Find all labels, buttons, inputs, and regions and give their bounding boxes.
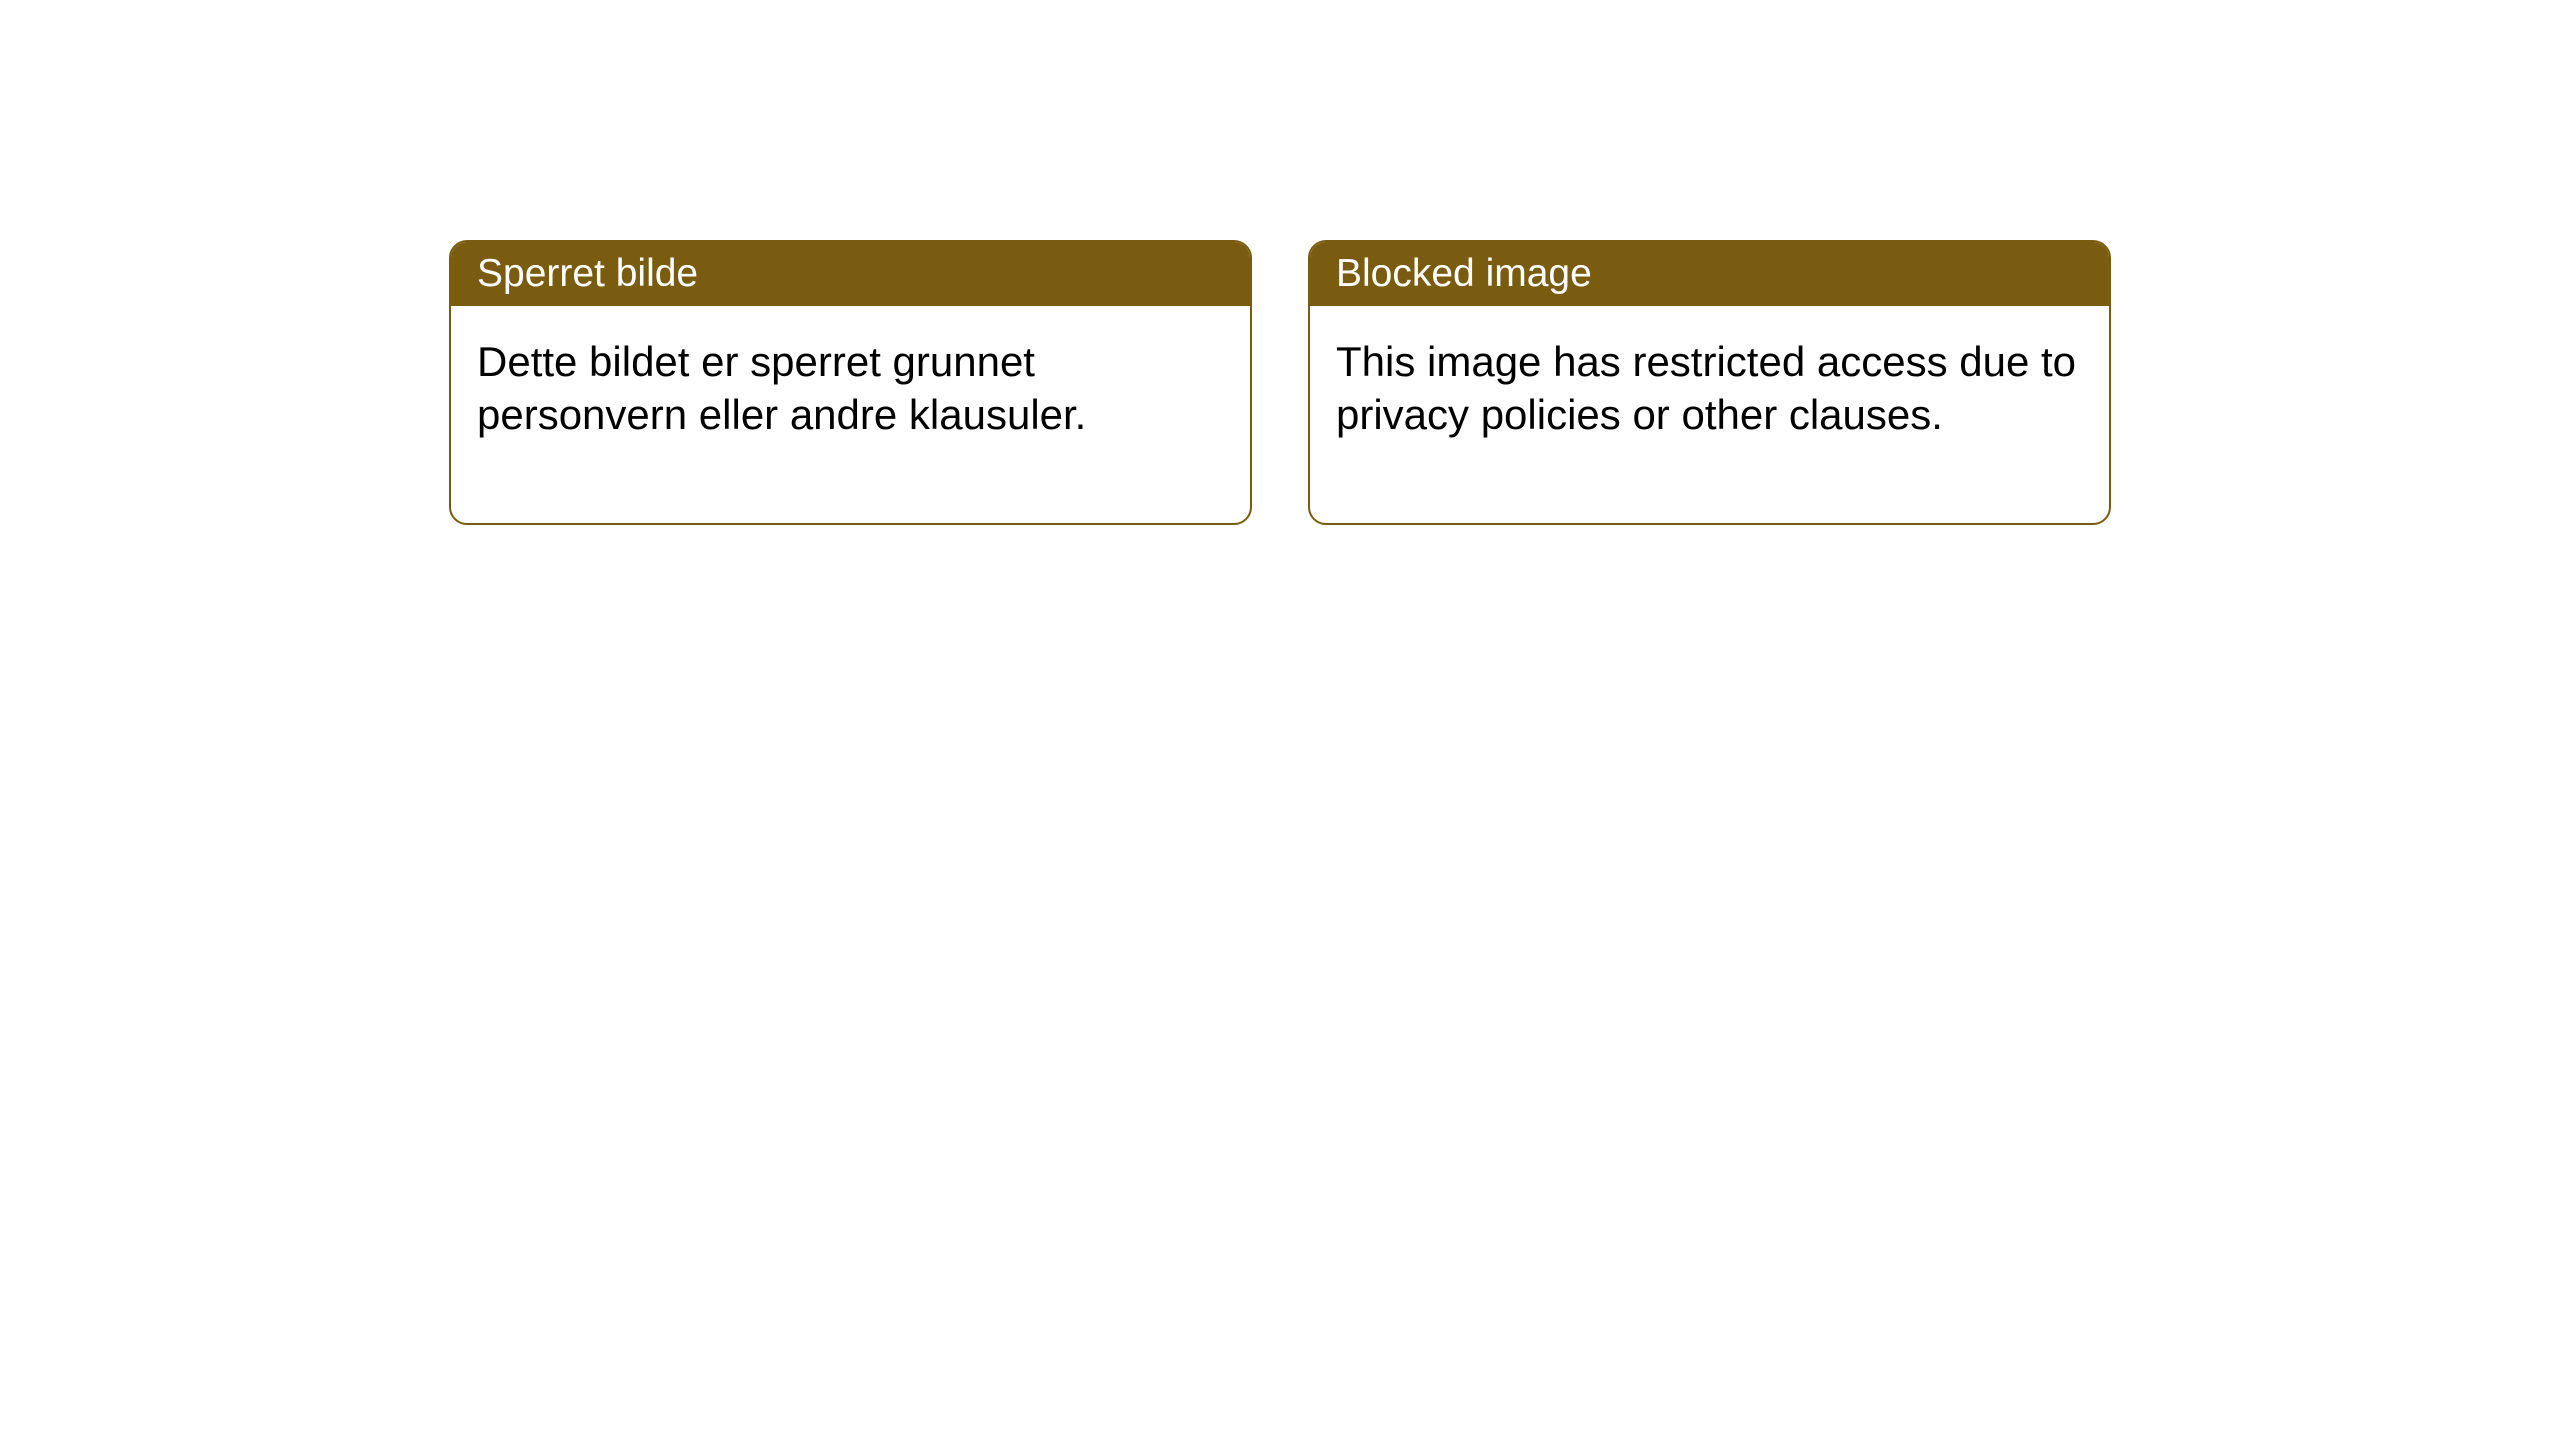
notice-body: Dette bildet er sperret grunnet personve… [451,306,1250,523]
notice-card-norwegian: Sperret bilde Dette bildet er sperret gr… [449,240,1252,525]
notice-container: Sperret bilde Dette bildet er sperret gr… [449,240,2111,525]
notice-body: This image has restricted access due to … [1310,306,2109,523]
notice-card-english: Blocked image This image has restricted … [1308,240,2111,525]
notice-title: Blocked image [1310,242,2109,306]
notice-title: Sperret bilde [451,242,1250,306]
